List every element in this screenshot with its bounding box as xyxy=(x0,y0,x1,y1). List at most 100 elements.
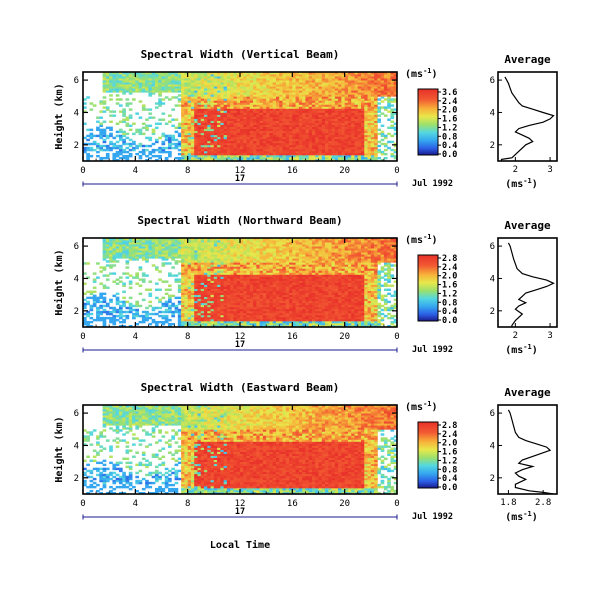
heatmap-cell xyxy=(272,94,277,97)
heatmap-cell xyxy=(109,132,113,136)
heatmap-cell xyxy=(194,110,198,113)
heatmap-cell xyxy=(246,80,251,83)
heatmap-cell xyxy=(151,142,156,146)
heatmap-cell xyxy=(200,130,205,134)
heatmap-cell xyxy=(236,140,241,144)
heatmap-cell xyxy=(367,102,372,105)
heatmap-cell xyxy=(302,140,306,144)
heatmap-cell xyxy=(266,96,270,99)
heatmap-cell xyxy=(181,318,185,322)
heatmap-cell xyxy=(217,240,221,243)
heatmap-cell xyxy=(230,322,234,326)
heatmap-cell xyxy=(377,80,382,83)
heatmap-cell xyxy=(374,104,378,107)
heatmap-cell xyxy=(334,78,339,81)
heatmap-cell xyxy=(230,142,234,146)
heatmap-cell xyxy=(213,94,218,97)
heatmap-cell xyxy=(109,254,113,257)
heatmap-cell xyxy=(262,82,267,85)
heatmap-cell xyxy=(269,138,274,142)
heatmap-cell xyxy=(161,240,166,243)
heatmap-cell xyxy=(259,102,264,105)
heatmap-cell xyxy=(318,152,323,156)
heatmap-cell xyxy=(210,302,215,306)
heatmap-cell xyxy=(161,238,166,241)
heatmap-cell xyxy=(308,76,313,79)
heatmap-cell xyxy=(223,112,228,115)
heatmap-cell xyxy=(158,90,162,93)
heatmap-cell xyxy=(115,86,120,89)
heatmap-cell xyxy=(226,86,231,89)
heatmap-cell xyxy=(204,130,208,134)
heatmap-cell xyxy=(318,154,323,158)
heatmap-cell xyxy=(318,120,323,123)
heatmap-cell xyxy=(197,316,202,320)
heatmap-cell xyxy=(325,120,329,123)
heatmap-cell xyxy=(220,130,225,134)
heatmap-cell xyxy=(269,106,274,109)
heatmap-cell xyxy=(367,130,372,134)
heatmap-cell xyxy=(321,114,326,117)
heatmap-cell xyxy=(262,106,267,109)
heatmap-cell xyxy=(118,312,123,316)
heatmap-cell xyxy=(383,94,388,97)
heatmap-cell xyxy=(240,320,244,324)
heatmap-cell xyxy=(135,88,139,91)
heatmap-cell xyxy=(240,114,244,117)
heatmap-cell xyxy=(207,242,211,245)
heatmap-cell xyxy=(187,304,192,308)
heatmap-cell xyxy=(272,88,277,91)
heatmap-cell xyxy=(292,114,296,117)
heatmap-cell xyxy=(102,246,107,249)
heatmap-cell xyxy=(302,86,306,89)
heatmap-cell xyxy=(325,84,329,87)
heatmap-cell xyxy=(190,318,195,322)
heatmap-cell xyxy=(184,104,189,107)
heatmap-cell xyxy=(187,276,192,279)
heatmap-cell xyxy=(380,88,385,91)
heatmap-cell xyxy=(344,150,349,154)
heatmap-cell xyxy=(217,126,221,130)
heatmap-cell xyxy=(282,150,287,154)
heatmap-cell xyxy=(190,312,195,316)
heatmap-cell xyxy=(236,156,241,160)
heatmap-cell xyxy=(334,110,339,113)
heatmap-cell xyxy=(184,136,189,140)
heatmap-cell xyxy=(275,94,280,97)
heatmap-cell xyxy=(370,128,375,132)
heatmap-cell xyxy=(204,138,208,142)
heatmap-cell xyxy=(240,136,244,140)
heatmap-cell xyxy=(285,110,290,113)
heatmap-cell xyxy=(223,104,228,107)
heatmap-cell xyxy=(181,150,185,154)
heatmap-cell xyxy=(233,104,238,107)
heatmap-cell xyxy=(200,88,205,91)
heatmap-cell xyxy=(295,114,300,117)
heatmap-cell xyxy=(259,130,264,134)
heatmap-cell xyxy=(321,76,326,79)
heatmap-cell xyxy=(200,148,205,152)
heatmap-cell xyxy=(207,88,211,91)
heatmap-cell xyxy=(138,128,143,132)
heatmap-cell xyxy=(197,112,202,115)
heatmap-cell xyxy=(279,152,283,156)
heatmap-cell xyxy=(249,72,254,75)
heatmap-cell xyxy=(223,254,228,257)
heatmap-cell xyxy=(125,314,130,318)
heatmap-cell xyxy=(200,92,205,95)
heatmap-cell xyxy=(164,238,169,241)
heatmap-cell xyxy=(171,78,175,81)
heatmap-cell xyxy=(190,306,195,310)
heatmap-cell xyxy=(226,316,231,320)
heatmap-cell xyxy=(171,312,175,316)
heatmap-cell xyxy=(204,126,208,130)
heatmap-cell xyxy=(204,308,208,312)
heatmap-cell xyxy=(207,316,211,320)
heatmap-cell xyxy=(328,128,332,132)
heatmap-cell xyxy=(246,128,251,132)
heatmap-cell xyxy=(249,102,254,105)
heatmap-cell xyxy=(102,324,107,328)
heatmap-cell xyxy=(132,142,136,146)
heatmap-cell xyxy=(83,302,87,306)
heatmap-cell xyxy=(194,280,198,283)
